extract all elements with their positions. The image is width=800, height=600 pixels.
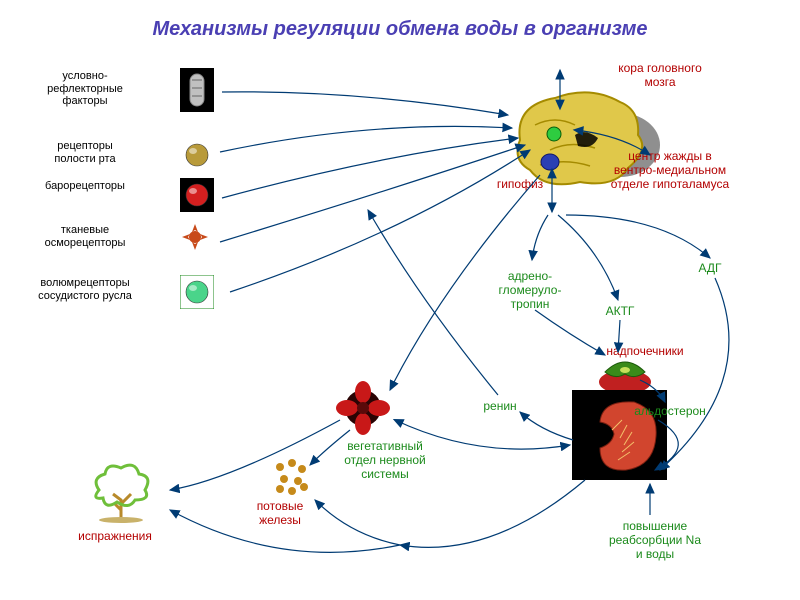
- diagram-stage: Механизмы регуляции обмена воды в органи…: [0, 0, 800, 600]
- label-thirst: центр жажды ввентро-медиальномотделе гип…: [600, 150, 740, 191]
- vegetative-ns-icon: [335, 380, 391, 441]
- label-renin: ренин: [430, 400, 570, 414]
- label-sweat: потовыежелезы: [210, 500, 350, 528]
- label-aldo: альдостерон: [600, 405, 740, 419]
- receptor-label-oral: рецепторыполости рта: [10, 140, 160, 165]
- excreta-icon: [85, 460, 157, 529]
- receptor-icon-reflex: [180, 68, 214, 117]
- label-adh: АДГ: [640, 262, 780, 276]
- sweat-glands-icon: [270, 455, 314, 504]
- label-cortex: кора головногомозга: [590, 62, 730, 90]
- receptor-icon-oral: [180, 138, 214, 177]
- receptor-icon-osmo: [180, 222, 210, 257]
- label-acth: АКТГ: [550, 305, 690, 319]
- receptor-icon-baro: [180, 178, 214, 217]
- label-pituitary: гипофиз: [450, 178, 590, 192]
- receptor-label-osmo: тканевыеосморецепторы: [10, 224, 160, 249]
- label-reabs: повышениереабсорбции Naи воды: [585, 520, 725, 561]
- label-vns: вегетативныйотдел нервнойсистемы: [315, 440, 455, 481]
- label-excreta: испражнения: [45, 530, 185, 544]
- receptor-icon-volume: [180, 275, 214, 314]
- label-adrenal: надпочечники: [575, 345, 715, 359]
- receptor-label-baro: барорецепторы: [10, 180, 160, 193]
- diagram-title: Механизмы регуляции обмена воды в органи…: [0, 18, 800, 41]
- receptor-label-reflex: условно-рефлекторныефакторы: [10, 70, 160, 108]
- receptor-label-volume: волюмрецепторысосудистого русла: [10, 277, 160, 302]
